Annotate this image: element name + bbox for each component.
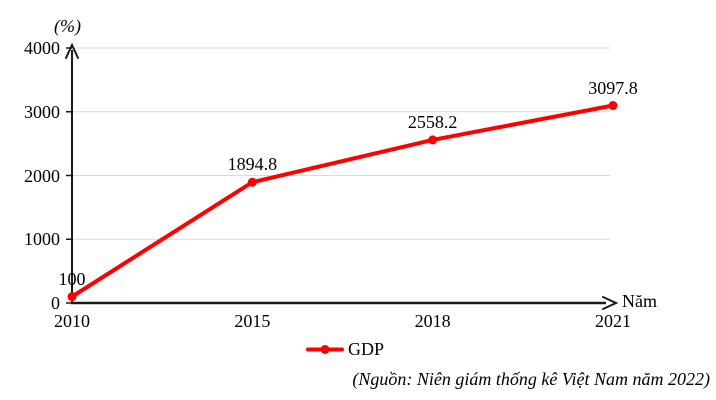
y-tick-label: 2000 (24, 165, 60, 186)
legend-label: GDP (348, 339, 385, 359)
x-tick-label: 2018 (414, 311, 451, 331)
x-tick-label: 2010 (54, 311, 90, 331)
legend-line-marker-icon (306, 344, 344, 354)
x-axis-title: Năm (622, 291, 657, 311)
y-axis-ticks (66, 47, 72, 304)
x-axis-arrow-icon (602, 296, 619, 310)
y-tick-label: 4000 (24, 38, 60, 58)
legend: GDP (305, 339, 384, 359)
series-line (70, 103, 615, 299)
x-tick-label: 2021 (595, 311, 631, 331)
data-point-label: 100 (58, 268, 86, 289)
gridlines (72, 47, 610, 240)
source-note: (Nguồn: Niên giám thống kê Việt Nam năm … (352, 369, 710, 389)
data-point-label: 2558.2 (407, 111, 458, 132)
y-tick-label: 1000 (24, 229, 60, 250)
data-point-marker (67, 292, 77, 302)
y-axis-arrow-icon (65, 42, 79, 59)
x-tick-label: 2015 (234, 311, 271, 331)
y-tick-label: 3000 (24, 101, 60, 122)
data-point-marker (247, 177, 257, 187)
gdp-series-line (67, 101, 618, 302)
data-point-label: 1894.8 (227, 154, 278, 175)
axes (65, 42, 619, 310)
data-point-marker (608, 101, 618, 111)
y-tick-label: 0 (51, 293, 60, 313)
y-axis-unit-label: (%) (54, 16, 81, 36)
data-point-label: 3097.8 (588, 77, 638, 98)
data-point-marker (428, 135, 438, 145)
